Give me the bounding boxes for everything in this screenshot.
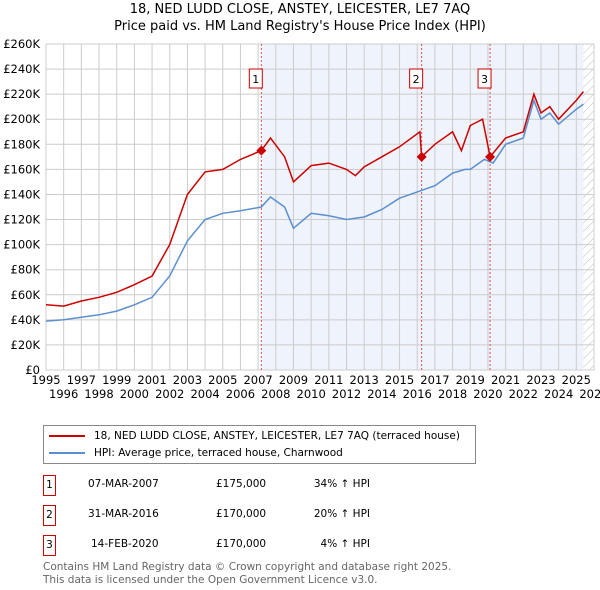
y-tick-label: £200K: [3, 112, 40, 126]
x-tick-label: 2004: [190, 387, 219, 401]
sale-price: £170,000: [216, 508, 267, 520]
y-tick-label: £160K: [3, 162, 40, 176]
sale-hpi: 34% ↑ HPI: [313, 478, 370, 490]
y-tick-label: £140K: [3, 187, 40, 201]
x-tick-label: 2016: [403, 387, 432, 401]
legend-swatch-blue: [49, 452, 85, 454]
x-tick-label: 2007: [243, 373, 272, 387]
x-tick-label: 1997: [67, 373, 96, 387]
price-chart: 1995199619971998199920002001200220032004…: [3, 37, 600, 401]
x-tick-label: 2025: [562, 373, 591, 387]
x-tick-label: 2014: [367, 387, 396, 401]
x-tick-label: 2024: [544, 387, 573, 401]
sale-marker-label: 3: [43, 535, 56, 556]
x-tick-label: 1996: [49, 387, 78, 401]
sale-marker-label: 3: [481, 73, 488, 86]
sale-hpi: 4% ↑ HPI: [320, 538, 370, 550]
property-price-line: [45, 91, 584, 307]
sale-price: £175,000: [216, 478, 267, 490]
y-tick-label: £240K: [3, 62, 40, 76]
y-tick-label: £120K: [3, 213, 40, 227]
sale-marker-label: 2: [43, 505, 56, 526]
x-tick-label: 2001: [137, 373, 166, 387]
sale-date: 14-FEB-2020: [91, 538, 159, 550]
plot-border: [45, 43, 595, 371]
y-tick-label: £100K: [3, 238, 40, 252]
x-tick-label: 2020: [473, 387, 502, 401]
sale-row: 3 14-FEB-2020 £170,000 4% ↑ HPI: [43, 535, 443, 556]
x-tick-label: 2023: [526, 373, 555, 387]
x-tick-label: 2006: [226, 387, 255, 401]
legend-label: 18, NED LUDD CLOSE, ANSTEY, LEICESTER, L…: [94, 430, 460, 442]
x-tick-label: 2000: [120, 387, 149, 401]
y-tick-label: £180K: [3, 137, 40, 151]
x-tick-label: 2009: [279, 373, 308, 387]
ownership-shading: [261, 44, 584, 370]
sale-marker-box: [477, 68, 492, 89]
y-tick-label: £60K: [11, 288, 41, 302]
x-tick-label: 2017: [420, 373, 449, 387]
sale-point: [485, 151, 496, 162]
legend-label: HPI: Average price, terraced house, Char…: [94, 447, 343, 459]
y-tick-label: £0: [25, 363, 40, 377]
sale-date: 31-MAR-2016: [88, 508, 159, 520]
footer-copyright: Contains HM Land Registry data © Crown c…: [43, 561, 452, 573]
x-tick-label: 2005: [208, 373, 237, 387]
x-tick-label: 2018: [438, 387, 467, 401]
x-tick-label: 2003: [173, 373, 202, 387]
x-tick-label: 2019: [456, 373, 485, 387]
sale-point: [256, 145, 267, 156]
x-tick-label: 2021: [491, 373, 520, 387]
x-tick-label: 1995: [31, 373, 60, 387]
chart-title: 18, NED LUDD CLOSE, ANSTEY, LEICESTER, L…: [129, 2, 471, 17]
x-tick-label: 2012: [332, 387, 361, 401]
x-tick-label: 1998: [84, 387, 113, 401]
y-tick-label: £20K: [11, 338, 41, 352]
sale-hpi: 20% ↑ HPI: [313, 508, 370, 520]
chart-subtitle: Price paid vs. HM Land Registry's House …: [114, 19, 486, 34]
legend-item-property: 18, NED LUDD CLOSE, ANSTEY, LEICESTER, L…: [49, 428, 460, 444]
sale-row: 1 07-MAR-2007 £175,000 34% ↑ HPI: [43, 475, 443, 496]
sale-marker-label: 1: [43, 475, 56, 496]
future-hatch: [583, 44, 594, 370]
x-tick-label: 2026: [579, 387, 600, 401]
sale-date: 07-MAR-2007: [88, 478, 159, 490]
y-tick-label: £80K: [11, 263, 41, 277]
sale-marker-box: [248, 68, 263, 89]
x-tick-label: 2010: [297, 387, 326, 401]
sale-row: 2 31-MAR-2016 £170,000 20% ↑ HPI: [43, 505, 443, 526]
sale-price: £170,000: [216, 538, 267, 550]
legend: 18, NED LUDD CLOSE, ANSTEY, LEICESTER, L…: [43, 425, 476, 464]
x-tick-label: 2002: [155, 387, 184, 401]
legend-swatch-red: [49, 435, 85, 437]
x-tick-label: 2011: [314, 373, 343, 387]
sale-marker-label: 1: [252, 73, 259, 86]
y-tick-label: £40K: [11, 313, 41, 327]
footer-licence: This data is licensed under the Open Gov…: [43, 574, 378, 586]
x-tick-label: 1999: [102, 373, 131, 387]
hpi-line: [45, 98, 584, 322]
x-tick-label: 2015: [385, 373, 414, 387]
sale-marker-box: [409, 68, 424, 89]
sale-marker-label: 2: [413, 73, 420, 86]
x-tick-label: 2013: [350, 373, 379, 387]
y-tick-label: £260K: [3, 37, 40, 51]
sale-point: [416, 151, 427, 162]
x-tick-label: 2022: [509, 387, 538, 401]
y-tick-label: £220K: [3, 87, 40, 101]
x-tick-label: 2008: [261, 387, 290, 401]
legend-item-hpi: HPI: Average price, terraced house, Char…: [49, 445, 343, 461]
